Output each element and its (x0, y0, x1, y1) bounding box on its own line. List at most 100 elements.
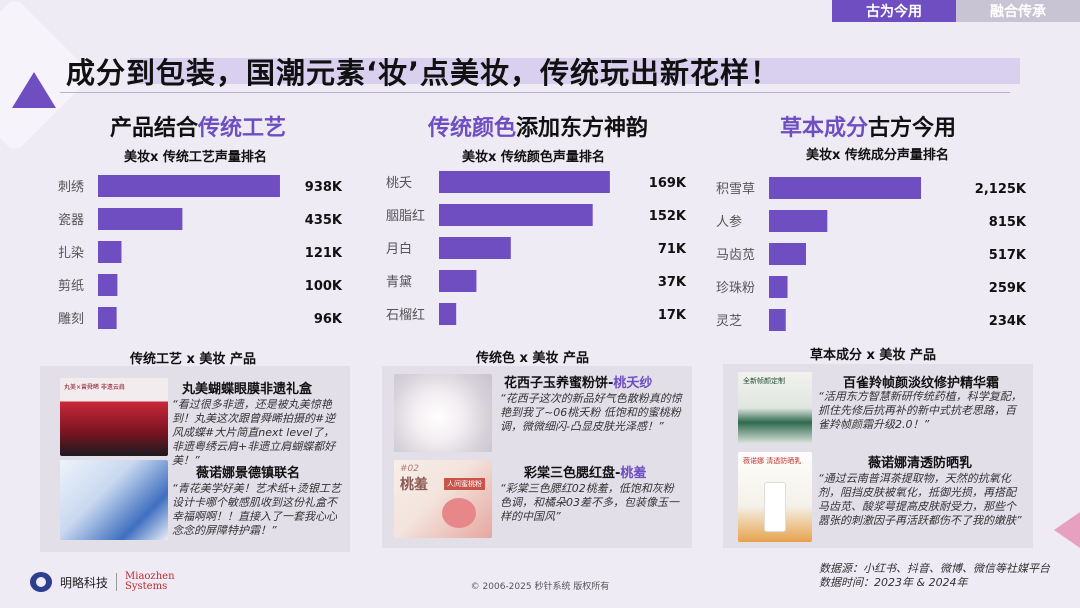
category-label: 人参 (716, 214, 742, 230)
product-name: 彩棠三色腮红盘-桃羞 (524, 462, 646, 481)
value-label: 121K (305, 246, 343, 261)
section-heading-color: 传统颜色添加东方神韵 (428, 110, 648, 142)
logo-line: Systems (125, 581, 168, 592)
image-caption: #02 (400, 464, 419, 474)
title-band (130, 58, 1020, 84)
bar (769, 243, 806, 265)
category-label: 剪纸 (58, 278, 84, 294)
value-label: 37K (658, 275, 687, 290)
heading-highlight: 传统工艺 (198, 116, 287, 141)
logo-divider (116, 573, 118, 591)
product-quote: “看过很多非遗，还是被丸美惊艳到！丸美这次跟曾舜晞拍摄的#逆风成蝶#大片简直ne… (172, 398, 336, 467)
product-quote: “彩棠三色腮红02桃羞，低饱和灰粉色调，和橘朵03差不多，包装像玉一样的中国风” (500, 482, 679, 523)
heading-suffix: 古方今用 (868, 116, 957, 141)
bottle-shape (764, 482, 786, 532)
value-label: 71K (658, 242, 687, 257)
section-heading-craft: 产品结合传统工艺 (110, 110, 286, 142)
category-label: 桃夭 (386, 176, 412, 191)
title-divider (60, 92, 1010, 93)
bar (439, 171, 610, 193)
category-label: 青黛 (386, 275, 412, 290)
section-heading-herb: 草本成分古方今用 (780, 110, 956, 142)
product-name: 薇诺娜清透防晒乳 (868, 452, 972, 471)
product-name: 花西子玉养蜜粉饼-桃夭纱 (504, 372, 652, 391)
value-label: 152K (649, 209, 687, 224)
name-text: 薇诺娜景德镇联名 (196, 466, 301, 481)
product-title-color: 传统色 x 美妆 产品 (476, 351, 589, 366)
chart-title-craft: 美妆x 传统工艺声量排名 (124, 150, 267, 165)
value-label: 234K (989, 314, 1027, 329)
product-name: 百雀羚帧颜淡纹修护精华霜 (843, 372, 999, 391)
bar (439, 270, 477, 292)
category-label: 雕刻 (58, 312, 84, 327)
product-title-herb: 草本成分 x 美妆 产品 (810, 348, 936, 363)
decor-right-triangle (1054, 512, 1080, 548)
name-text: 花西子玉养蜜粉饼- (504, 376, 614, 391)
chart-title-color: 美妆x 传统颜色声量排名 (462, 150, 605, 165)
bar (439, 237, 511, 259)
decor-triangle (12, 72, 56, 108)
category-label: 马齿苋 (716, 248, 755, 263)
category-label: 珍珠粉 (716, 281, 755, 296)
bar (439, 204, 593, 226)
source-line: 数据源：小红书、抖音、微博、微信等社媒平台 (819, 562, 1050, 575)
image-caption: 丸美×曾舜晞 非遗云肩 (64, 384, 125, 391)
heading-suffix: 添加东方神韵 (516, 116, 649, 141)
category-label: 瓷器 (58, 213, 84, 228)
value-label: 17K (658, 308, 687, 323)
category-label: 刺绣 (58, 180, 84, 195)
category-label: 胭脂红 (386, 208, 425, 224)
heading-highlight: 草本成分 (780, 116, 869, 141)
product-name: 丸美蝴蝶眼膜非遗礼盒 (182, 378, 312, 397)
value-label: 96K (314, 312, 343, 327)
product-image-marubi: 丸美×曾舜晞 非遗云肩 (60, 378, 168, 456)
bar (98, 241, 122, 263)
name-text: 百雀羚帧颜淡纹修护精华霜 (843, 376, 1000, 391)
name-text: 彩棠三色腮红盘- (524, 466, 621, 481)
value-label: 938K (305, 180, 343, 195)
value-label: 100K (305, 279, 343, 294)
bar (769, 276, 788, 298)
top-tabs: 古为今用 融合传承 (832, 0, 1080, 22)
tab-gu-wei-jin-yong[interactable]: 古为今用 (832, 0, 956, 22)
value-label: 435K (305, 213, 343, 228)
name-highlight: 桃夭纱 (613, 376, 653, 391)
value-label: 2,125K (975, 182, 1027, 197)
image-caption: 桃羞 (400, 477, 428, 493)
bar (439, 303, 457, 325)
category-label: 灵芝 (716, 313, 742, 329)
value-label: 815K (989, 215, 1027, 230)
source-line: 数据时间：2023年 & 2024年 (819, 576, 968, 589)
bar-charts: 刺绣 938K 瓷器 435K 扎染 121K 剪纸 100K 雕刻 96K 桃夭 169K 胭脂红 1… (58, 171, 1027, 331)
product-image-pechoin: 全新帧颜定制 (738, 372, 812, 444)
bar (98, 208, 183, 230)
product-quote: “青花美学好美！艺术纸+烫银工艺设计卡哪个敏感肌收到这份礼盒不幸福啊啊！！直接入… (172, 482, 341, 537)
product-quote: “花西子这次的新品好气色散粉真的惊艳到我了~06桃夭粉 低饱和的蜜桃粉调，微微细… (500, 392, 682, 433)
heading-plain: 产品结合 (110, 116, 199, 141)
bar-chart-herb: 积雪草 2,125K 人参 815K 马齿苋 517K 珍珠粉 259K 灵芝 234K (716, 177, 1027, 331)
tab-rong-he-chuan-cheng[interactable]: 融合传承 (956, 0, 1080, 22)
brand-name: 明略科技 (60, 575, 109, 590)
value-label: 259K (989, 281, 1027, 296)
product-name: 薇诺娜景德镇联名 (196, 462, 300, 481)
product-title-craft: 传统工艺 x 美妆 产品 (130, 352, 256, 367)
category-label: 积雪草 (716, 182, 755, 197)
category-label: 石榴红 (386, 307, 425, 323)
page-title: 成分到包装，国潮元素‘妆’点美妆，传统玩出新花样！ (66, 56, 781, 90)
category-label: 月白 (386, 241, 412, 257)
bar-chart-craft: 刺绣 938K 瓷器 435K 扎染 121K 剪纸 100K 雕刻 96K (58, 175, 343, 329)
image-caption: 薇诺娜 清透防晒乳 (743, 457, 802, 465)
bar (98, 307, 117, 329)
image-tag: 人间蜜桃粉 (444, 478, 485, 490)
blush-pan (442, 498, 476, 528)
bar (769, 210, 828, 232)
data-source: 数据源：小红书、抖音、微博、微信等社媒平台 数据时间：2023年 & 2024年 (819, 562, 1050, 590)
value-label: 517K (989, 248, 1027, 263)
bar (98, 175, 280, 197)
product-image-florasis (394, 374, 492, 452)
bar-chart-color: 桃夭 169K 胭脂红 152K 月白 71K 青黛 37K 石榴红 17K (386, 171, 687, 325)
heading-highlight: 传统颜色 (428, 116, 517, 141)
logo-line: Miaozhen (125, 571, 175, 582)
copyright: © 2006-2025 秒针系统 版权所有 (470, 582, 610, 592)
